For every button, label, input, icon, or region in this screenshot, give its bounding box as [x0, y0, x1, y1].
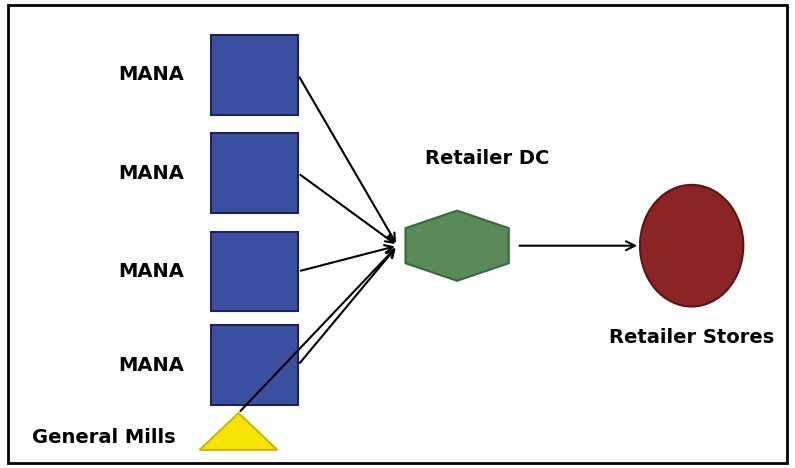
FancyBboxPatch shape	[211, 325, 298, 405]
FancyBboxPatch shape	[211, 133, 298, 213]
Text: MANA: MANA	[118, 356, 184, 374]
Text: MANA: MANA	[118, 66, 184, 84]
Text: MANA: MANA	[118, 262, 184, 281]
Text: MANA: MANA	[118, 164, 184, 183]
FancyBboxPatch shape	[211, 232, 298, 311]
Text: Retailer Stores: Retailer Stores	[609, 328, 774, 347]
Ellipse shape	[640, 185, 743, 307]
Polygon shape	[200, 413, 277, 450]
Text: General Mills: General Mills	[32, 428, 175, 447]
Text: Retailer DC: Retailer DC	[425, 149, 549, 168]
FancyBboxPatch shape	[211, 35, 298, 115]
